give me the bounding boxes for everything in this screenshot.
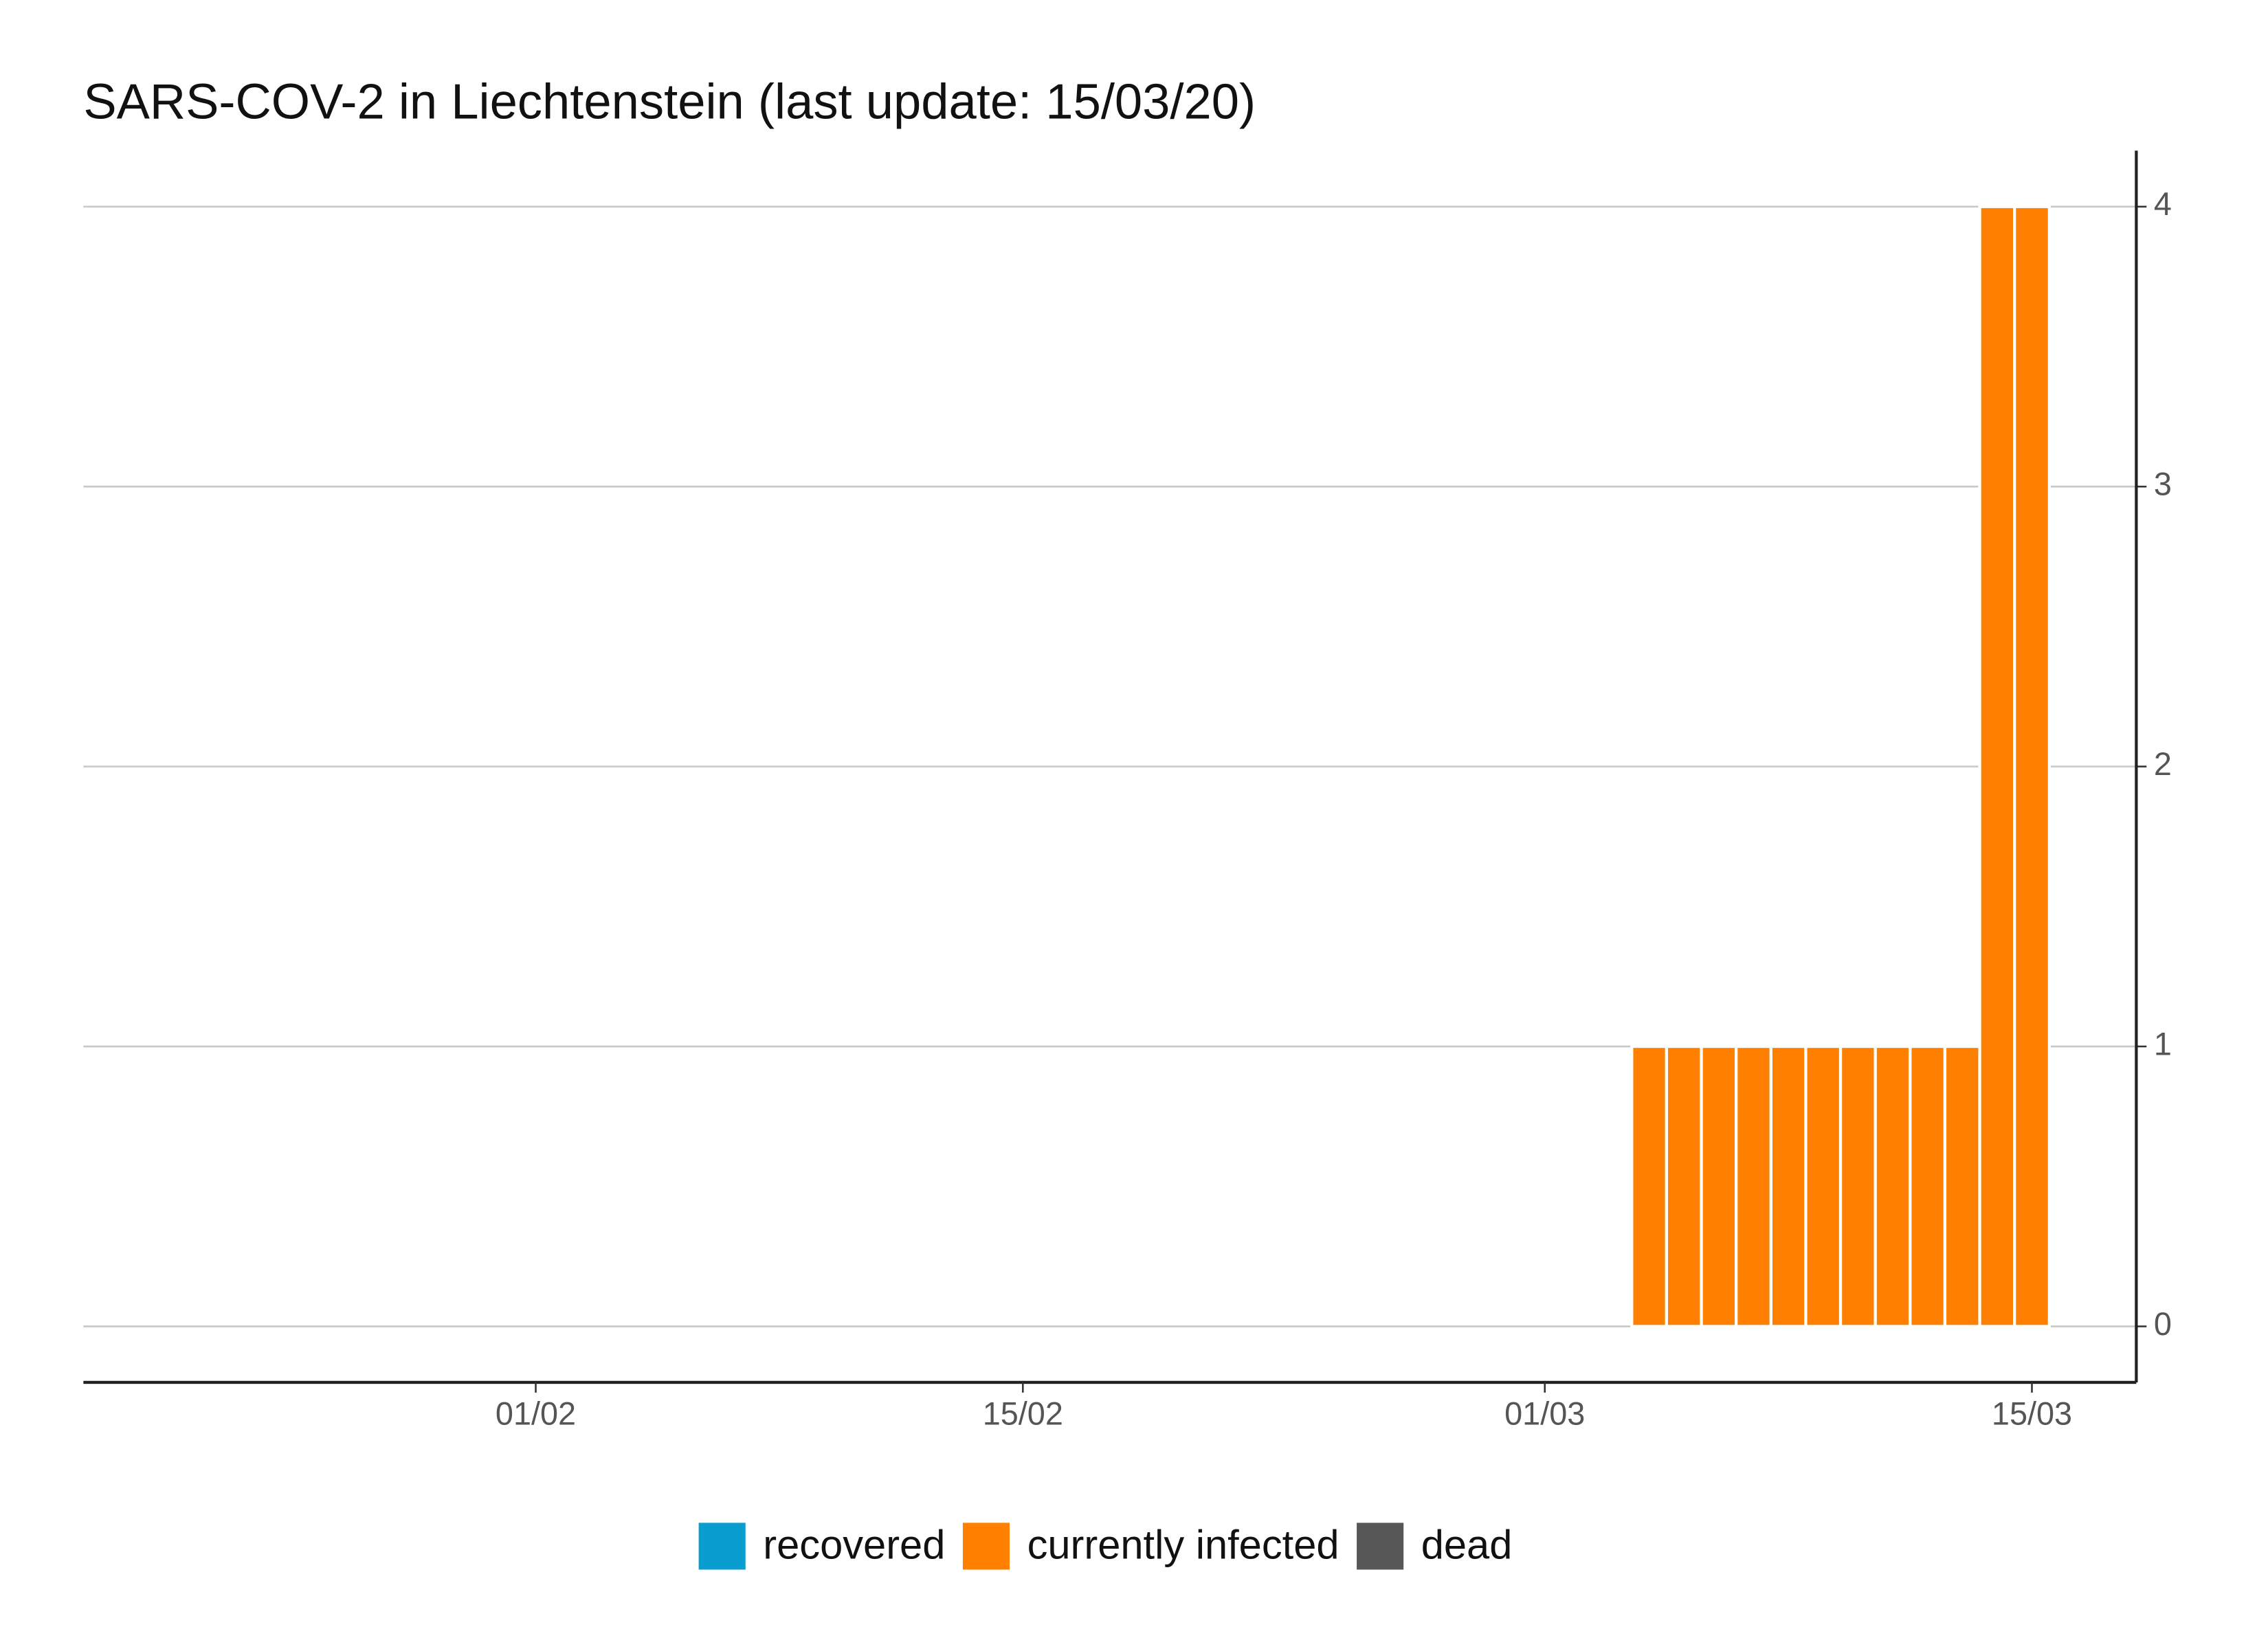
bar — [1700, 1044, 1738, 1328]
x-tick-label: 01/03 — [1504, 1395, 1585, 1431]
x-tick-label: 15/03 — [1992, 1395, 2072, 1431]
bar — [1630, 1044, 1669, 1328]
bar — [1665, 1044, 1703, 1328]
y-tick-label: 0 — [2154, 1306, 2172, 1342]
legend-label: currently infected — [1027, 1521, 1339, 1567]
y-tick-label: 2 — [2154, 746, 2172, 782]
legend: recovered currently infected dead — [698, 1521, 1513, 1570]
bar — [1769, 1044, 1808, 1328]
legend-label: dead — [1421, 1521, 1513, 1567]
chart-title: SARS-COV-2 in Liechtenstein (last update… — [83, 74, 1256, 129]
bar — [1874, 1044, 1912, 1328]
bar — [1943, 1044, 1981, 1328]
bar — [1838, 1044, 1877, 1328]
bar — [1978, 205, 2016, 1328]
y-tick-label: 1 — [2154, 1026, 2172, 1062]
bar — [2013, 205, 2051, 1328]
legend-swatch — [1357, 1523, 1404, 1570]
bar — [1804, 1044, 1843, 1328]
legend-swatch — [698, 1523, 746, 1570]
x-tick-label: 15/02 — [983, 1395, 1063, 1431]
y-tick-label: 3 — [2154, 467, 2172, 502]
bar — [1909, 1044, 1947, 1328]
y-tick-label: 4 — [2154, 186, 2172, 222]
legend-swatch — [962, 1523, 1010, 1570]
x-tick-label: 01/02 — [496, 1395, 576, 1431]
legend-label: recovered — [763, 1521, 945, 1567]
bar — [1735, 1044, 1772, 1328]
